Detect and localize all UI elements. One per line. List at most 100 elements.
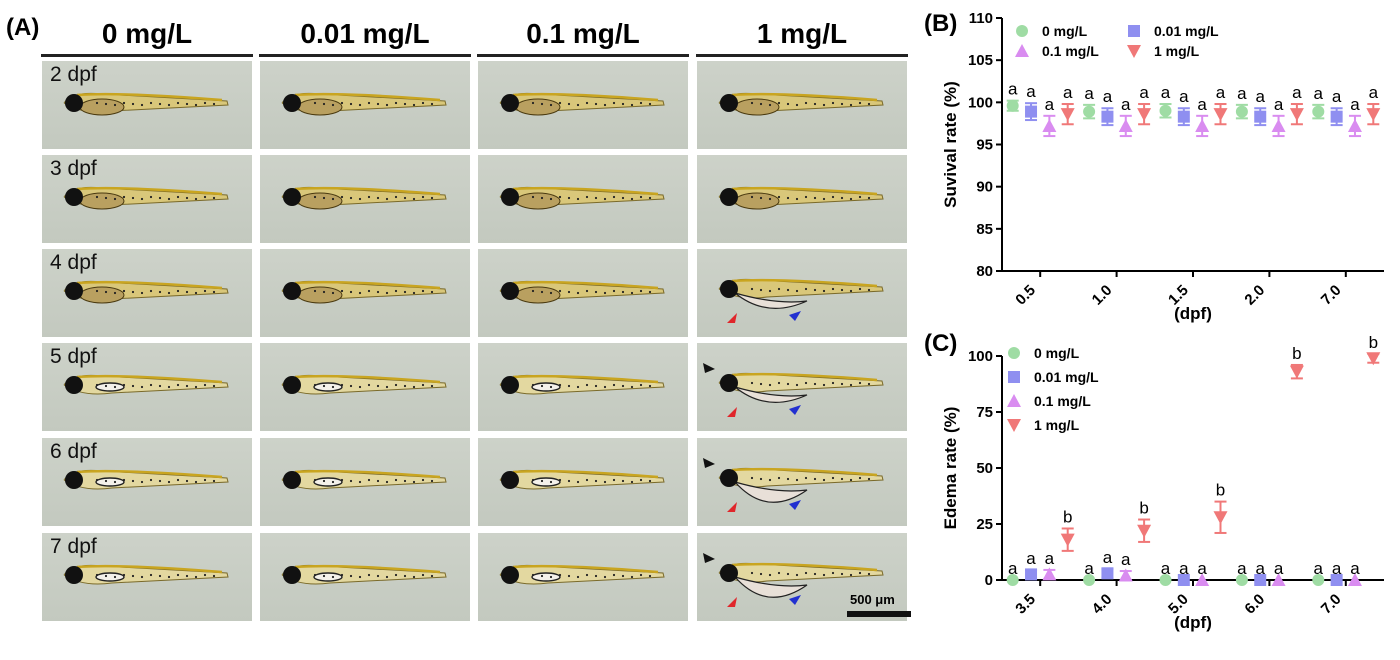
legend-label: 0.01 mg/L — [1034, 369, 1099, 385]
black-arrowhead — [703, 363, 715, 373]
pigment-dot — [630, 197, 634, 201]
larva-dorsal-stripe — [76, 469, 223, 479]
significance-label: b — [1292, 344, 1301, 363]
swim-bladder — [313, 572, 343, 582]
pigment-dot — [576, 291, 580, 295]
pigment-dot — [804, 476, 808, 480]
pigment-dot — [322, 196, 326, 200]
pigment-dot — [831, 476, 835, 480]
pigment-dot — [412, 291, 416, 295]
pigment-dot — [531, 573, 535, 577]
swim-bladder — [95, 382, 125, 392]
legend-marker — [1007, 419, 1021, 432]
larva-body — [281, 469, 447, 490]
pigment-dot — [804, 381, 808, 385]
larva-image — [718, 92, 884, 116]
larva-eye — [501, 376, 519, 394]
pigment-dot — [603, 291, 607, 295]
significance-label: a — [1121, 550, 1131, 569]
pigment-dot — [531, 101, 535, 105]
pigment-dot — [594, 384, 598, 388]
pigment-dot — [777, 101, 781, 105]
pigment-dot — [840, 477, 844, 481]
larva-dorsal-stripe — [294, 469, 441, 479]
pigment-dot — [176, 573, 180, 577]
x-tick-label: 7.0 — [1318, 591, 1345, 618]
significance-label: a — [1314, 559, 1324, 578]
pigment-dot — [768, 289, 772, 293]
y-tick-label: 100 — [968, 348, 993, 365]
pigment-dot — [549, 291, 553, 295]
pigment-dot — [612, 573, 616, 577]
larva-image — [281, 280, 447, 304]
pigment-dot — [786, 196, 790, 200]
larva-image — [499, 280, 665, 304]
data-point — [1083, 105, 1096, 118]
pigment-dot — [621, 384, 625, 388]
significance-label: a — [1026, 549, 1036, 568]
pigment-dot — [194, 480, 198, 484]
larva-dorsal-stripe — [512, 469, 659, 479]
x-tick-label: 3.5 — [1012, 591, 1039, 618]
pigment-dot — [95, 289, 99, 293]
legend-marker — [1008, 371, 1020, 383]
significance-label: a — [1026, 82, 1036, 101]
larva-image-tile — [697, 249, 907, 337]
pigment-dot — [122, 101, 126, 105]
pigment-dot — [804, 101, 808, 105]
significance-label: a — [1237, 559, 1247, 578]
pigment-dot — [167, 575, 171, 579]
pigment-dot — [840, 196, 844, 200]
pigment-dot — [558, 101, 562, 105]
pigment-dot — [349, 479, 353, 483]
legend-marker — [1127, 45, 1141, 58]
pigment-dot — [430, 479, 434, 483]
larva-image — [63, 564, 229, 585]
pigment-dot — [621, 290, 625, 294]
pigment-dot — [777, 195, 781, 199]
larva-image — [281, 186, 447, 210]
data-point — [1289, 365, 1304, 379]
pigment-dot — [822, 289, 826, 293]
y-tick-label: 0 — [985, 572, 993, 589]
pigment-dot — [867, 288, 871, 292]
column-rule — [259, 54, 471, 57]
larva-eye — [501, 282, 519, 300]
pigment-dot — [531, 289, 535, 293]
pigment-dot — [858, 287, 862, 291]
pigment-dot — [858, 571, 862, 575]
larva-image-tile — [697, 61, 907, 149]
pigment-dot — [122, 195, 126, 199]
pigment-dot — [322, 290, 326, 294]
data-point — [1213, 511, 1228, 525]
pigment-dot — [786, 102, 790, 106]
legend-label: 0 mg/L — [1042, 23, 1088, 39]
pigment-dot — [149, 195, 153, 199]
legend-marker — [1007, 394, 1021, 407]
pigment-dot — [421, 101, 425, 105]
blue-arrowhead — [789, 500, 801, 510]
pigment-dot — [621, 479, 625, 483]
pigment-dot — [349, 196, 353, 200]
pigment-dot — [648, 384, 652, 388]
pigment-dot — [367, 289, 371, 293]
pigment-dot — [385, 291, 389, 295]
pigment-dot — [849, 478, 853, 482]
pigment-dot — [122, 289, 126, 293]
pigment-dot — [549, 575, 553, 579]
swim-bladder — [313, 382, 343, 392]
pigment-dot — [185, 196, 189, 200]
pigment-dot — [576, 197, 580, 201]
pigment-dot — [322, 479, 326, 483]
larva-eye — [65, 566, 83, 584]
pigment-dot — [403, 196, 407, 200]
panel-c-label: (C) — [924, 330, 958, 357]
pigment-dot — [585, 478, 589, 482]
pigment-dot — [95, 573, 99, 577]
pigment-dot — [867, 382, 871, 386]
pigment-dot — [358, 291, 362, 295]
pigment-dot — [331, 385, 335, 389]
larva-image — [63, 92, 229, 116]
pigment-dot — [795, 573, 799, 577]
